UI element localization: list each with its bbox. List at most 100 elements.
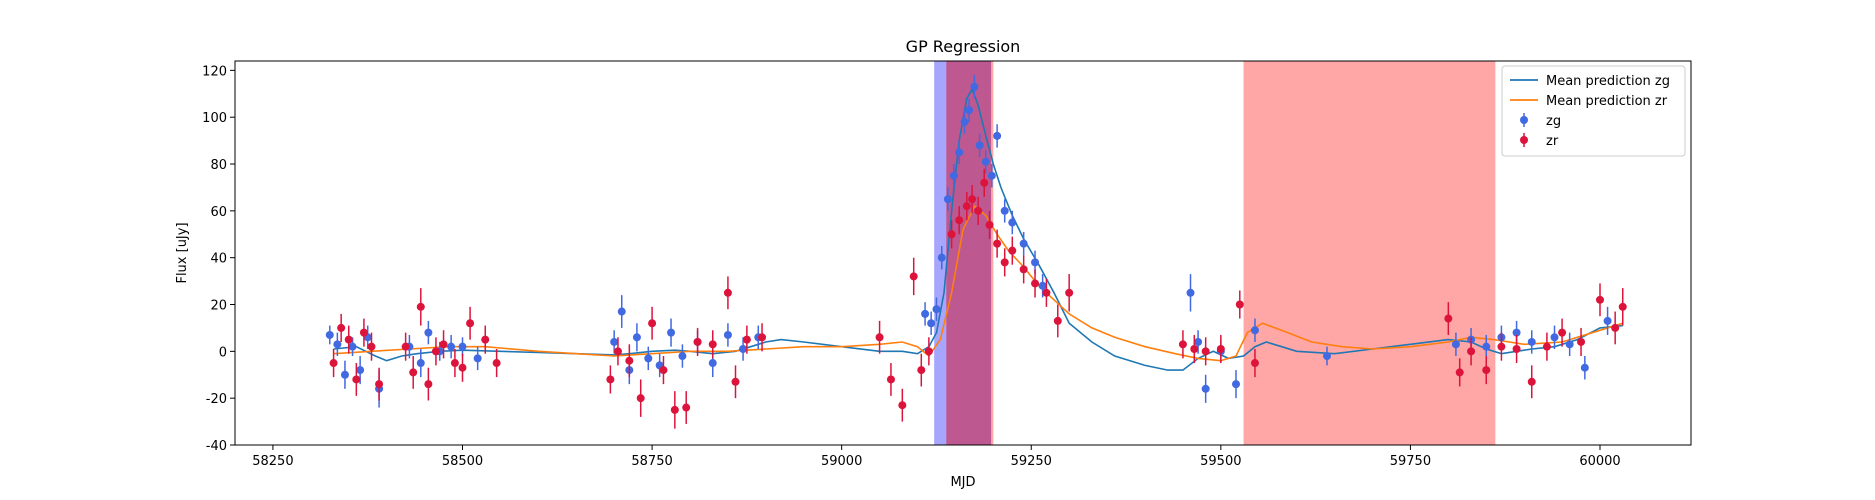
point-zg <box>981 157 990 166</box>
point-zg <box>723 330 732 339</box>
point-zr <box>723 288 732 297</box>
point-zg <box>932 305 941 314</box>
point-zg <box>965 106 974 115</box>
point-zg <box>708 359 717 368</box>
point-zg <box>333 340 342 349</box>
point-zr <box>636 394 645 403</box>
y-tick-label: 60 <box>210 205 227 220</box>
point-zg <box>678 352 687 361</box>
point-zr <box>416 302 425 311</box>
legend-swatch-marker <box>1520 136 1528 144</box>
point-zr <box>1467 347 1476 356</box>
chart-title: GP Regression <box>906 37 1021 56</box>
point-zr <box>359 328 368 337</box>
point-zg <box>1250 326 1259 335</box>
point-zr <box>1611 323 1620 332</box>
point-zg <box>960 117 969 126</box>
x-tick-label: 58750 <box>631 454 672 469</box>
point-zg <box>1232 380 1240 389</box>
point-zg <box>1482 342 1491 351</box>
point-zr <box>1000 258 1009 267</box>
x-axis-label: MJD <box>950 475 975 490</box>
point-zg <box>617 307 626 316</box>
y-axis-ticks: -40 -20 0 20 40 60 80 100 120 <box>202 64 235 454</box>
legend-label: Mean prediction zr <box>1546 94 1668 109</box>
data-points <box>325 75 1627 429</box>
point-zr <box>458 363 467 372</box>
point-zg <box>1323 352 1331 361</box>
point-zg <box>975 141 984 150</box>
x-tick-label: 59000 <box>821 454 862 469</box>
point-zg <box>987 171 996 180</box>
point-zg <box>927 319 936 328</box>
legend-label: zr <box>1546 134 1559 149</box>
legend-label: Mean prediction zg <box>1546 74 1670 89</box>
point-zr <box>968 195 977 204</box>
point-zg <box>1194 337 1203 346</box>
point-zr <box>1558 328 1567 337</box>
point-zg <box>1512 328 1521 337</box>
y-tick-label: 0 <box>219 345 227 360</box>
point-zr <box>875 333 884 342</box>
point-zg <box>416 359 425 368</box>
point-zg <box>348 342 357 351</box>
point-zr <box>947 230 956 239</box>
y-tick-label: 20 <box>210 299 227 314</box>
point-zr <box>1178 340 1187 349</box>
point-zr <box>742 335 751 344</box>
point-zr <box>955 216 964 225</box>
legend: Mean prediction zg Mean prediction zr zg zr <box>1501 65 1686 157</box>
point-zg <box>1527 337 1536 346</box>
point-zr <box>648 319 657 328</box>
point-zr <box>1542 342 1551 351</box>
y-tick-label: 80 <box>210 158 227 173</box>
point-zr <box>917 366 926 375</box>
point-zr <box>1201 347 1210 356</box>
point-zr <box>1444 314 1453 323</box>
point-zg <box>943 195 952 204</box>
point-zr <box>962 202 971 211</box>
x-tick-label: 59500 <box>1200 454 1241 469</box>
point-zr <box>409 368 418 377</box>
point-zg <box>937 253 946 262</box>
point-zg <box>667 328 676 337</box>
point-zr <box>1216 345 1225 353</box>
x-tick-label: 59750 <box>1390 454 1431 469</box>
point-zg <box>644 354 653 363</box>
point-zg <box>1008 218 1017 227</box>
point-zr <box>344 335 353 344</box>
point-zr <box>1250 359 1259 368</box>
y-tick-label: 120 <box>202 64 227 79</box>
point-zg <box>739 345 748 353</box>
legend-swatch-marker <box>1520 116 1528 124</box>
point-zr <box>1031 279 1040 288</box>
point-zg <box>1031 258 1040 267</box>
line-mean-prediction-zr <box>333 204 1624 362</box>
point-zr <box>439 340 448 349</box>
point-zr <box>466 319 475 328</box>
point-zg <box>1565 340 1574 349</box>
x-axis-ticks: 58250 58500 58750 59000 59250 59500 59750 60000 <box>252 445 1621 469</box>
point-zr <box>1527 377 1536 386</box>
point-zr <box>401 342 410 351</box>
point-zr <box>450 359 459 368</box>
point-zr <box>693 337 702 346</box>
point-zr <box>659 366 668 375</box>
x-tick-label: 60000 <box>1579 454 1620 469</box>
point-zg <box>447 342 456 351</box>
point-zg <box>1201 384 1210 393</box>
point-zg <box>1451 340 1460 349</box>
point-zr <box>924 347 933 356</box>
point-zr <box>492 359 501 368</box>
point-zr <box>1596 295 1604 304</box>
shaded-region-red-2 <box>1243 61 1496 445</box>
point-zr <box>329 359 338 368</box>
y-tick-label: 40 <box>210 252 227 267</box>
point-zr <box>481 335 490 344</box>
point-zr <box>1235 300 1244 309</box>
point-zg <box>1580 363 1589 372</box>
point-zr <box>980 178 989 187</box>
point-zg <box>340 370 349 379</box>
plot-frame <box>234 60 1692 446</box>
